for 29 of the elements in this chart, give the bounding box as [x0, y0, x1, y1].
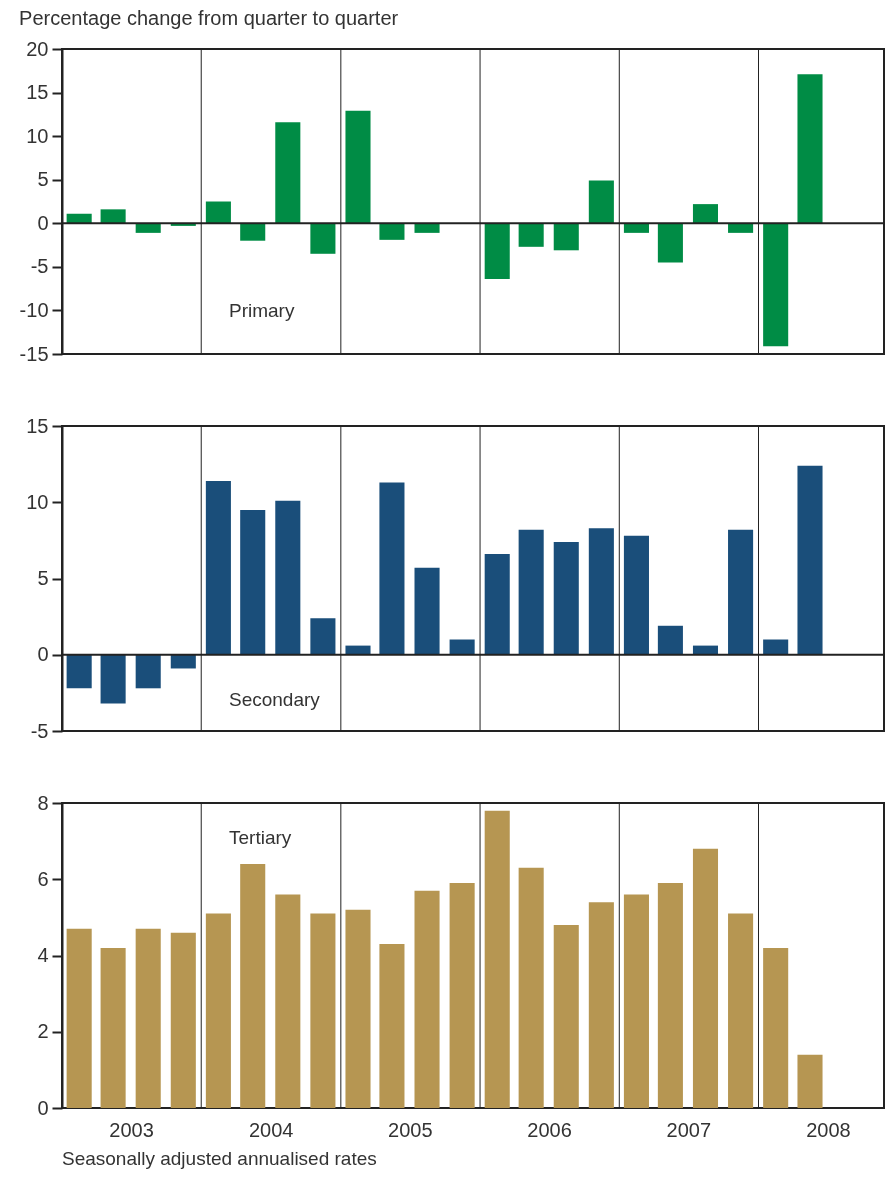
y-tick-label: 5 [37, 567, 49, 589]
y-tick-label: 15 [26, 81, 49, 104]
y-tick-label: -5 [30, 719, 49, 742]
x-tick-label: 2006 [527, 1118, 572, 1141]
y-tick-label: 10 [26, 490, 49, 513]
y-tick-label: 20 [26, 37, 49, 60]
series-label: Tertiary [229, 827, 292, 848]
y-tick-label: -5 [30, 255, 49, 278]
chart-title: Percentage change from quarter to quarter [19, 7, 399, 29]
text: Seasonally adjusted annualised rates [62, 1148, 377, 1169]
y-tick-label: -15 [19, 342, 49, 365]
x-tick-label: 2003 [109, 1118, 154, 1141]
y-tick-label: 5 [37, 168, 49, 191]
text: Primary [229, 300, 295, 321]
y-tick-label: 10 [26, 124, 49, 147]
x-tick-label: 2005 [388, 1118, 433, 1141]
y-tick-label: -10 [19, 298, 49, 321]
y-tick-label: 2 [37, 1020, 49, 1043]
y-tick-label: 0 [37, 643, 49, 666]
x-tick-label: 2007 [666, 1118, 712, 1141]
y-tick-label: 6 [37, 867, 49, 890]
series-label: Secondary [229, 689, 321, 710]
y-tick-label: 4 [37, 944, 49, 966]
y-tick-label: 0 [37, 1096, 49, 1119]
y-tick-label: 15 [26, 414, 49, 437]
x-tick-label: 2004 [248, 1118, 294, 1141]
y-tick-label: 0 [37, 211, 49, 234]
y-tick-label: 8 [37, 791, 49, 814]
x-tick-label: 2008 [806, 1118, 851, 1141]
